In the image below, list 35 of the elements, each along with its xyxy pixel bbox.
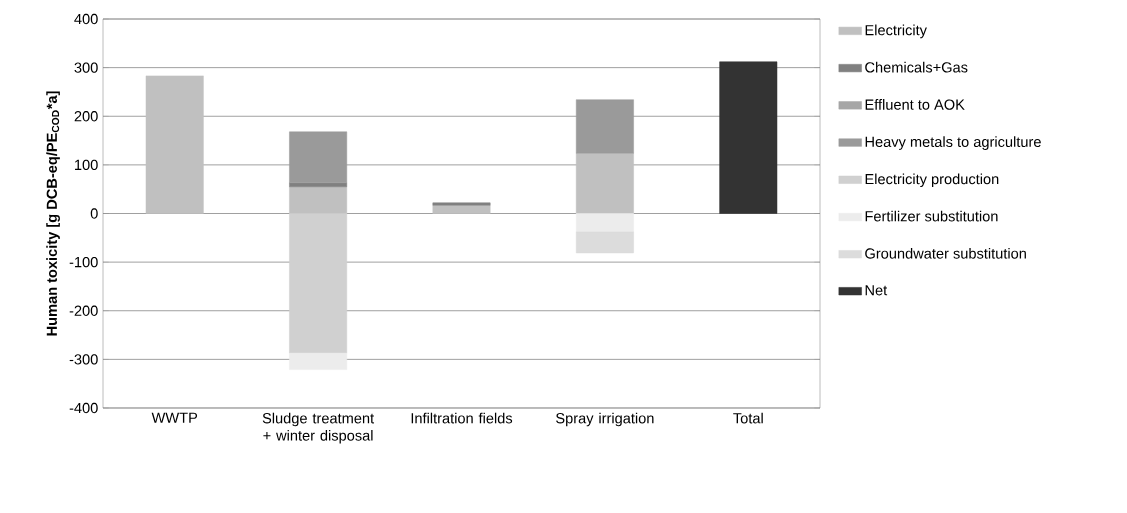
- x-tick-label: Spray irrigation: [556, 412, 654, 427]
- bar: [575, 152, 634, 214]
- x-tick-label: WWTP: [151, 412, 198, 423]
- y-tick-label: 400: [74, 13, 98, 25]
- bar: [432, 204, 491, 214]
- legend-label: Net: [865, 285, 888, 296]
- x-tick-label: Sludge treatment + winter disposal: [262, 412, 375, 444]
- bar: [289, 131, 348, 184]
- bar: [145, 75, 204, 214]
- y-tick-label: -200: [69, 305, 98, 316]
- bar: [575, 213, 634, 233]
- legend-label: Heavy metals to agriculture: [865, 136, 1041, 150]
- bar: [289, 213, 348, 354]
- bar: [575, 231, 634, 254]
- legend-label: Electricity production: [865, 173, 999, 188]
- y-tick-label: 100: [75, 159, 98, 171]
- legend-label: Chemicals+Gas: [865, 61, 968, 73]
- x-tick-label: Infiltration fields: [411, 412, 513, 424]
- legend-label: Electricity: [865, 24, 927, 39]
- y-tick-label: -400: [69, 402, 98, 414]
- bar: [432, 202, 491, 206]
- y-tick-label: 300: [74, 62, 98, 73]
- y-axis-title: Human toxicity [g DCB-eq/PE$_{COD}$*a]: [46, 91, 60, 336]
- x-tick-label: Total: [733, 412, 763, 424]
- y-tick-label: 0: [90, 208, 98, 219]
- y-tick-label: 200: [74, 111, 98, 122]
- bar: [719, 61, 778, 214]
- legend-label: Groundwater substitution: [865, 247, 1026, 259]
- bar: [289, 352, 348, 370]
- y-tick-label: -300: [69, 354, 98, 365]
- legend-label: Effluent to AOK: [865, 99, 965, 110]
- bar: [289, 186, 348, 214]
- bar: [575, 99, 634, 154]
- legend-label: Fertilizer substitution: [865, 210, 998, 222]
- y-tick-label: -100: [69, 256, 98, 268]
